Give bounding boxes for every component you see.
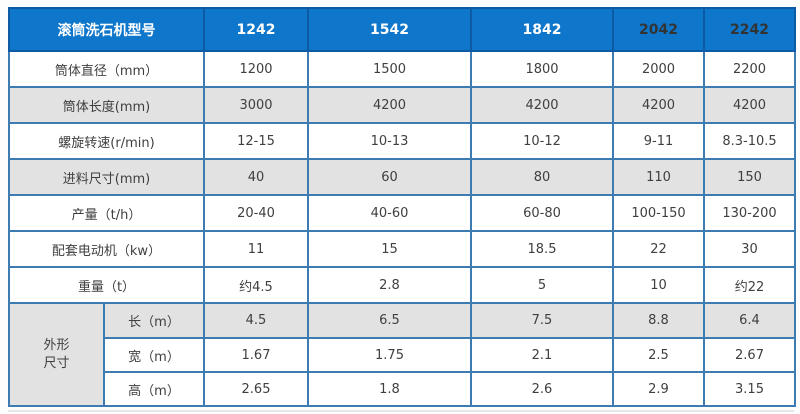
value-cell: 8.8 — [612, 302, 705, 339]
model-header-1242: 1242 — [203, 7, 309, 52]
value-cell: 2.8 — [307, 266, 472, 304]
value-cell: 20-40 — [203, 194, 309, 232]
value-cell: 22 — [612, 230, 705, 268]
spec-table: 滚筒洗石机型号 1242 1542 1842 2042 2242 筒体直径（mm… — [8, 7, 796, 407]
value-cell: 1500 — [307, 50, 472, 88]
table-row-length: 筒体长度(mm) 3000 4200 4200 4200 4200 — [8, 86, 796, 124]
dimension-group-label-line2: 尺寸 — [43, 355, 70, 371]
value-cell: 9-11 — [612, 122, 705, 160]
value-cell: 60-80 — [470, 194, 614, 232]
row-label: 筒体长度(mm) — [8, 86, 205, 124]
value-cell: 4.5 — [203, 302, 309, 339]
header-row: 滚筒洗石机型号 1242 1542 1842 2042 2242 — [8, 7, 796, 52]
value-cell: 1.75 — [307, 337, 472, 373]
table-row-feed-size: 进料尺寸(mm) 40 60 80 110 150 — [8, 158, 796, 196]
row-label: 高（m） — [103, 371, 205, 407]
value-cell: 100-150 — [612, 194, 705, 232]
value-cell: 80 — [470, 158, 614, 196]
table-row-speed: 螺旋转速(r/min) 12-15 10-13 10-12 9-11 8.3-1… — [8, 122, 796, 160]
value-cell: 8.3-10.5 — [703, 122, 796, 160]
row-label: 产量（t/h） — [8, 194, 205, 232]
value-cell: 2.67 — [703, 337, 796, 373]
model-header-2042: 2042 — [612, 7, 705, 52]
value-cell: 4200 — [470, 86, 614, 124]
value-cell: 1200 — [203, 50, 309, 88]
row-label: 宽（m） — [103, 337, 205, 373]
row-label: 长（m） — [103, 302, 205, 339]
value-cell: 3000 — [203, 86, 309, 124]
value-cell: 约22 — [703, 266, 796, 304]
value-cell: 4200 — [703, 86, 796, 124]
value-cell: 2.65 — [203, 371, 309, 407]
value-cell: 10-12 — [470, 122, 614, 160]
value-cell: 2000 — [612, 50, 705, 88]
row-label: 进料尺寸(mm) — [8, 158, 205, 196]
value-cell: 40-60 — [307, 194, 472, 232]
table-row-motor: 配套电动机（kw） 11 15 18.5 22 30 — [8, 230, 796, 268]
value-cell: 2.1 — [470, 337, 614, 373]
value-cell: 110 — [612, 158, 705, 196]
table-row-diameter: 筒体直径（mm） 1200 1500 1800 2000 2200 — [8, 50, 796, 88]
value-cell: 2.5 — [612, 337, 705, 373]
value-cell: 2200 — [703, 50, 796, 88]
value-cell: 6.4 — [703, 302, 796, 339]
value-cell: 4200 — [612, 86, 705, 124]
value-cell: 150 — [703, 158, 796, 196]
dimension-group-label: 外形 尺寸 — [8, 302, 105, 407]
value-cell: 1.8 — [307, 371, 472, 407]
row-label: 螺旋转速(r/min) — [8, 122, 205, 160]
value-cell: 约4.5 — [203, 266, 309, 304]
value-cell: 2.6 — [470, 371, 614, 407]
row-label: 重量（t） — [8, 266, 205, 304]
value-cell: 1800 — [470, 50, 614, 88]
value-cell: 2.9 — [612, 371, 705, 407]
value-cell: 30 — [703, 230, 796, 268]
value-cell: 3.15 — [703, 371, 796, 407]
value-cell: 12-15 — [203, 122, 309, 160]
value-cell: 10 — [612, 266, 705, 304]
value-cell: 1.67 — [203, 337, 309, 373]
value-cell: 4200 — [307, 86, 472, 124]
value-cell: 60 — [307, 158, 472, 196]
table-title-cell: 滚筒洗石机型号 — [8, 7, 205, 52]
value-cell: 11 — [203, 230, 309, 268]
value-cell: 7.5 — [470, 302, 614, 339]
value-cell: 130-200 — [703, 194, 796, 232]
value-cell: 40 — [203, 158, 309, 196]
table-row-weight: 重量（t） 约4.5 2.8 5 10 约22 — [8, 266, 796, 304]
model-header-1842: 1842 — [470, 7, 614, 52]
value-cell: 10-13 — [307, 122, 472, 160]
dimension-group-label-line1: 外形 — [43, 337, 70, 353]
table-row-capacity: 产量（t/h） 20-40 40-60 60-80 100-150 130-20… — [8, 194, 796, 232]
table-bottom-shadow — [8, 410, 794, 412]
value-cell: 18.5 — [470, 230, 614, 268]
value-cell: 6.5 — [307, 302, 472, 339]
row-label: 配套电动机（kw） — [8, 230, 205, 268]
value-cell: 15 — [307, 230, 472, 268]
table-row-dim-height: 高（m） 2.65 1.8 2.6 2.9 3.15 — [9, 371, 796, 407]
table-row-dim-length: 外形 尺寸 长（m） 4.5 6.5 7.5 8.8 6.4 — [8, 302, 796, 407]
value-cell: 5 — [470, 266, 614, 304]
model-header-2242: 2242 — [703, 7, 796, 52]
row-label: 筒体直径（mm） — [8, 50, 205, 88]
model-header-1542: 1542 — [307, 7, 472, 52]
table-row-dim-width: 宽（m） 1.67 1.75 2.1 2.5 2.67 — [9, 337, 796, 373]
